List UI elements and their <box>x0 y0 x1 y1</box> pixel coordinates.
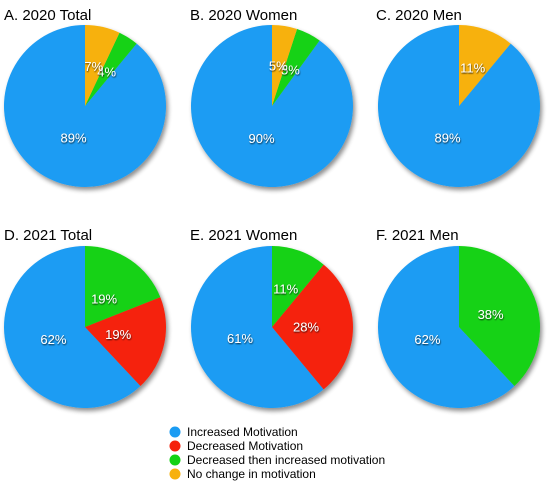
legend-swatch <box>169 426 181 438</box>
slice-value-label: 7% <box>84 59 103 74</box>
legend-swatch <box>169 454 181 466</box>
pie-panel-6: F. 2021 Men 62% 38% <box>376 227 541 409</box>
slice-value-label: 89% <box>434 131 460 146</box>
pie-title: F. 2021 Men <box>376 227 459 244</box>
pie-slice-increased-motivation <box>378 246 515 409</box>
slice-value-label: 19% <box>105 327 131 342</box>
pie-title: D. 2021 Total <box>4 227 92 244</box>
pie-title: E. 2021 Women <box>190 227 297 244</box>
pie-slice-increased-motivation <box>190 245 324 409</box>
legend-label: No change in motivation <box>187 467 316 481</box>
slice-value-label: 61% <box>227 331 253 346</box>
pie-body <box>377 25 540 187</box>
pie-slice-decreased-then-increased-motivation <box>85 246 161 327</box>
pie-slice-no-change-in-motivation <box>272 24 298 106</box>
slice-value-label: 62% <box>414 332 440 347</box>
pie-body <box>4 246 167 408</box>
pie-body <box>190 245 353 409</box>
pie-title: A. 2020 Total <box>4 7 91 24</box>
pie-title: B. 2020 Women <box>190 7 297 24</box>
pie-labels: 89% 4%7% <box>60 59 116 146</box>
pie-slice-decreased-then-increased-motivation <box>85 32 137 106</box>
pie-slice-no-change-in-motivation <box>85 25 120 106</box>
pie-panel-1: A. 2020 Total 89% 4%7% <box>3 7 166 187</box>
slice-value-label: 11% <box>460 60 485 75</box>
legend-label: Decreased Motivation <box>187 439 303 453</box>
pie-labels: 90% 5%5% <box>248 59 300 146</box>
legend-label: Increased Motivation <box>187 425 298 439</box>
pie-body <box>3 25 166 187</box>
pie-title: C. 2020 Men <box>376 7 462 24</box>
pie-slice-increased-motivation <box>377 25 540 187</box>
slice-value-label: 19% <box>91 291 117 306</box>
pie-labels: 62% 19% 19% <box>40 291 131 347</box>
legend-item-decreased-motivation: Decreased Motivation <box>169 439 303 453</box>
legend-item-decreased-then-increased-motivation: Decreased then increased motivation <box>169 453 385 467</box>
pie-labels: 89% 11% <box>434 60 485 145</box>
slice-value-label: 5% <box>269 59 288 74</box>
pie-panel-5: E. 2021 Women 61% 28% 11% <box>190 227 353 409</box>
pie-slice-decreased-then-increased-motivation <box>459 245 541 387</box>
legend-item-increased-motivation: Increased Motivation <box>169 425 298 439</box>
pie-body <box>190 24 353 187</box>
legend-item-no-change-in-motivation: No change in motivation <box>169 467 316 481</box>
pie-slice-increased-motivation <box>190 25 353 187</box>
pie-panel-2: B. 2020 Women 90% 5%5% <box>190 7 353 187</box>
pie-panel-4: D. 2021 Total 62% 19% 19% <box>4 227 167 408</box>
slice-value-label: 62% <box>40 332 66 347</box>
pie-slice-increased-motivation <box>4 246 141 408</box>
slice-value-label: 4% <box>97 64 116 79</box>
slice-value-label: 90% <box>248 131 274 146</box>
pie-panel-3: C. 2020 Men 89% 11% <box>376 7 540 187</box>
pie-labels: 61% 28% 11% <box>227 281 319 346</box>
pie-labels: 62% 38% <box>414 307 504 347</box>
slice-value-label: 11% <box>273 281 298 296</box>
pie-slice-decreased-motivation <box>85 297 167 387</box>
legend-label: Decreased then increased motivation <box>187 453 385 467</box>
pie-slice-no-change-in-motivation <box>459 25 511 106</box>
slice-value-label: 38% <box>478 307 504 322</box>
pie-slice-increased-motivation <box>3 25 166 187</box>
pie-slice-decreased-then-increased-motivation <box>272 246 324 327</box>
pie-slice-decreased-then-increased-motivation <box>272 28 320 106</box>
slice-value-label: 28% <box>293 320 319 335</box>
pie-body <box>378 245 541 409</box>
slice-value-label: 5% <box>281 62 300 77</box>
legend-swatch <box>169 440 181 452</box>
pie-slice-decreased-motivation <box>272 264 353 390</box>
slice-value-label: 89% <box>60 131 86 146</box>
legend-swatch <box>169 468 181 480</box>
